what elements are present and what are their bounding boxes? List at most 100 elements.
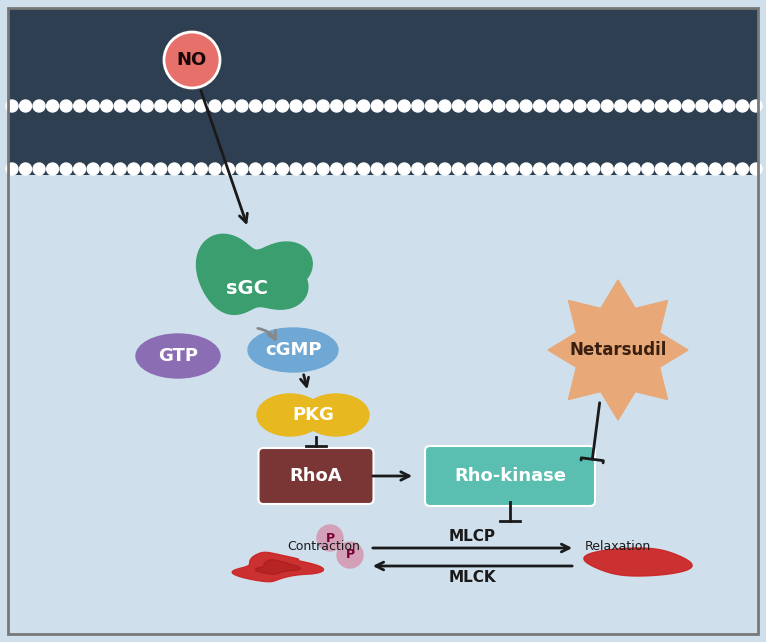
Text: GTP: GTP [158, 347, 198, 365]
Circle shape [669, 100, 681, 112]
Circle shape [561, 100, 573, 112]
Circle shape [412, 100, 424, 112]
Circle shape [250, 163, 261, 175]
Circle shape [574, 100, 586, 112]
Circle shape [372, 163, 383, 175]
Circle shape [6, 100, 18, 112]
Circle shape [100, 163, 113, 175]
Circle shape [141, 100, 153, 112]
Circle shape [683, 163, 694, 175]
Circle shape [155, 100, 167, 112]
Circle shape [412, 163, 424, 175]
Circle shape [222, 100, 234, 112]
Circle shape [696, 100, 708, 112]
Circle shape [33, 163, 45, 175]
Circle shape [750, 163, 762, 175]
Circle shape [114, 100, 126, 112]
Text: RhoA: RhoA [290, 467, 342, 485]
Circle shape [358, 100, 370, 112]
Circle shape [480, 100, 492, 112]
Circle shape [344, 163, 356, 175]
Circle shape [303, 163, 316, 175]
Circle shape [33, 100, 45, 112]
Circle shape [480, 163, 492, 175]
Text: PKG: PKG [292, 406, 334, 424]
Circle shape [574, 163, 586, 175]
Circle shape [493, 100, 505, 112]
Circle shape [60, 100, 72, 112]
Circle shape [655, 163, 667, 175]
Circle shape [195, 100, 208, 112]
Circle shape [303, 100, 316, 112]
Circle shape [100, 100, 113, 112]
Circle shape [337, 542, 363, 568]
Circle shape [534, 163, 545, 175]
Circle shape [615, 163, 627, 175]
Polygon shape [197, 234, 313, 315]
Circle shape [398, 163, 411, 175]
Circle shape [547, 163, 559, 175]
Bar [8, 8, 758, 130]
Circle shape [628, 100, 640, 112]
Circle shape [709, 163, 722, 175]
Circle shape [195, 163, 208, 175]
Polygon shape [255, 560, 301, 575]
Circle shape [615, 100, 627, 112]
Circle shape [466, 163, 478, 175]
Circle shape [534, 100, 545, 112]
FancyBboxPatch shape [258, 448, 374, 504]
Circle shape [683, 100, 694, 112]
Circle shape [358, 163, 370, 175]
Circle shape [74, 163, 86, 175]
Bar [8, 130, 758, 634]
Text: NO: NO [177, 51, 207, 69]
Circle shape [398, 100, 411, 112]
Circle shape [74, 100, 86, 112]
Text: Relaxation: Relaxation [585, 539, 651, 553]
Circle shape [47, 163, 58, 175]
Circle shape [222, 163, 234, 175]
Text: P: P [345, 548, 355, 562]
Polygon shape [232, 552, 323, 582]
Circle shape [114, 163, 126, 175]
Text: MLCK: MLCK [449, 570, 496, 585]
Circle shape [628, 163, 640, 175]
Circle shape [520, 100, 532, 112]
Text: MLCP: MLCP [449, 529, 496, 544]
Circle shape [128, 163, 139, 175]
Circle shape [317, 525, 343, 551]
Circle shape [601, 100, 614, 112]
Circle shape [250, 100, 261, 112]
Circle shape [141, 163, 153, 175]
Circle shape [60, 163, 72, 175]
Ellipse shape [303, 394, 369, 436]
Circle shape [750, 100, 762, 112]
Circle shape [466, 100, 478, 112]
Circle shape [669, 163, 681, 175]
Circle shape [561, 163, 573, 175]
Circle shape [169, 100, 180, 112]
Circle shape [588, 100, 600, 112]
Text: Contraction: Contraction [287, 539, 360, 553]
Circle shape [736, 163, 748, 175]
Circle shape [588, 163, 600, 175]
Circle shape [520, 163, 532, 175]
Circle shape [236, 163, 248, 175]
Circle shape [6, 163, 18, 175]
Circle shape [709, 100, 722, 112]
Circle shape [155, 163, 167, 175]
Circle shape [439, 100, 451, 112]
Bar [8, 100, 758, 175]
Circle shape [169, 163, 180, 175]
Text: P: P [326, 532, 335, 544]
Text: Rho-kinase: Rho-kinase [454, 467, 566, 485]
Circle shape [87, 100, 99, 112]
Ellipse shape [248, 328, 338, 372]
Circle shape [47, 100, 58, 112]
Circle shape [506, 163, 519, 175]
Circle shape [655, 100, 667, 112]
Circle shape [696, 163, 708, 175]
Circle shape [547, 100, 559, 112]
Circle shape [263, 163, 275, 175]
Circle shape [453, 100, 464, 112]
